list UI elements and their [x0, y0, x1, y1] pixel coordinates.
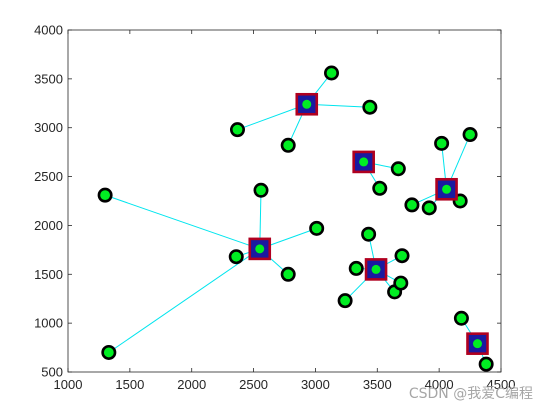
data-point	[434, 135, 450, 151]
y-tick-label: 4000	[34, 23, 63, 38]
data-point	[362, 99, 378, 115]
y-tick-label: 3000	[34, 120, 63, 135]
data-point	[372, 180, 388, 196]
data-point	[253, 182, 269, 198]
data-point	[101, 344, 117, 360]
cluster-link	[108, 248, 261, 353]
y-tick-label: 3500	[34, 71, 63, 86]
data-point	[228, 249, 244, 265]
data-point	[229, 122, 245, 138]
y-tick-label: 2000	[34, 218, 63, 233]
cluster-center-dot	[302, 99, 312, 109]
y-tick-label: 1500	[34, 267, 63, 282]
data-point	[421, 200, 437, 216]
data-point	[309, 220, 325, 236]
data-point	[280, 266, 296, 282]
x-tick-label: 2500	[239, 377, 268, 392]
x-tick-label: 4500	[487, 377, 516, 392]
cluster-center-dot	[371, 264, 381, 274]
cluster-center-dot	[255, 244, 265, 254]
data-point	[453, 310, 469, 326]
data-point	[462, 127, 478, 143]
x-tick-label: 3000	[301, 377, 330, 392]
x-tick-label: 1500	[115, 377, 144, 392]
y-tick-label: 2500	[34, 169, 63, 184]
x-tick-label: 2000	[177, 377, 206, 392]
watermark: CSDN @我爱C编程	[408, 386, 533, 402]
x-tick-label: 1000	[54, 377, 83, 392]
x-tick-label: 3500	[363, 377, 392, 392]
cluster-link	[237, 103, 307, 131]
y-tick-label: 500	[41, 365, 63, 380]
data-point	[478, 356, 494, 372]
data-point	[393, 275, 409, 291]
data-point	[361, 226, 377, 242]
cluster-center-dot	[472, 339, 482, 349]
data-point	[348, 260, 364, 276]
x-tick-label: 4000	[425, 377, 454, 392]
data-point	[337, 293, 353, 309]
data-point	[280, 137, 296, 153]
cluster-center-dot	[442, 184, 452, 194]
cluster-link	[104, 194, 260, 250]
data-point	[97, 187, 113, 203]
y-tick-label: 1000	[34, 316, 63, 331]
cluster-center-dot	[359, 157, 369, 167]
data-point	[394, 248, 410, 264]
data-point	[390, 161, 406, 177]
data-point	[404, 197, 420, 213]
data-point	[324, 65, 340, 81]
